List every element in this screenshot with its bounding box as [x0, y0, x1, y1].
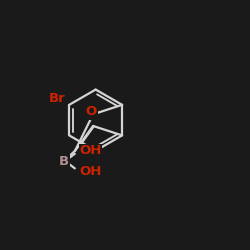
- Text: OH: OH: [79, 165, 102, 178]
- Text: O: O: [86, 105, 97, 118]
- Text: OH: OH: [79, 144, 102, 157]
- Text: B: B: [59, 154, 69, 168]
- Text: Br: Br: [49, 92, 66, 104]
